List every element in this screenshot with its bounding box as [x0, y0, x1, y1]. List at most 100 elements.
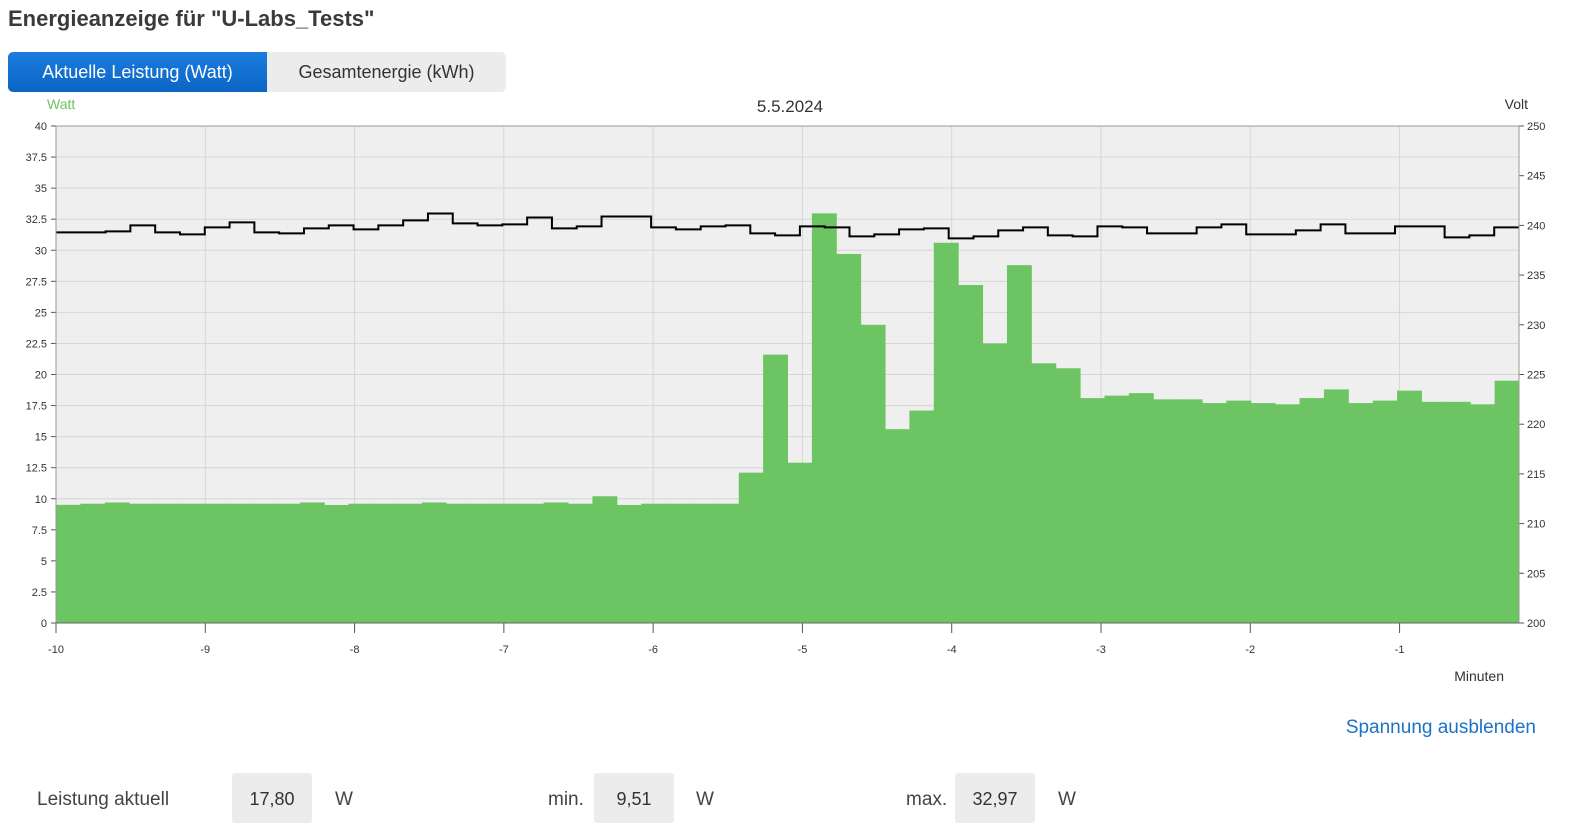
power-bar [811, 213, 837, 623]
x-tick-label: -8 [350, 644, 360, 656]
y-tick-label: 15 [35, 432, 47, 444]
power-bar [787, 462, 813, 623]
y-tick-label: 10 [35, 494, 47, 506]
power-bar [80, 503, 106, 623]
power-bar [616, 504, 642, 623]
voltage-line [56, 212, 1519, 240]
power-bar [494, 503, 520, 623]
x-tick-label: -3 [1096, 644, 1106, 656]
power-bar [299, 502, 325, 623]
power-bar [397, 503, 423, 623]
power-bar [104, 502, 130, 623]
x-tick-label: -6 [648, 644, 658, 656]
power-bar [1372, 400, 1398, 623]
power-bar [324, 504, 350, 623]
y-tick-label: 37.5 [26, 152, 47, 164]
axes: 0 2.5 5 7.5 10 12.5 15 17.5 20 22.5 25 27.5 30 32.5 35… [26, 121, 1546, 656]
power-bar [568, 503, 593, 623]
power-bar [763, 354, 788, 623]
y-tick-label: 17.5 [26, 401, 47, 413]
tab-current-power[interactable]: Aktuelle Leistung (Watt) [8, 52, 267, 92]
power-bar [738, 472, 764, 623]
y2-tick-label: 235 [1527, 270, 1545, 282]
hide-voltage-link[interactable]: Spannung ausblenden [1345, 717, 1536, 738]
power-bar [202, 503, 228, 623]
power-bar [641, 503, 667, 623]
power-bar [860, 324, 886, 623]
x-axis-label: Minuten [1454, 668, 1504, 684]
power-bar [470, 503, 496, 623]
power-bar [1299, 398, 1325, 623]
y2-tick-label: 220 [1527, 419, 1545, 431]
power-bar [1055, 368, 1081, 623]
max-power-unit: W [1058, 789, 1076, 810]
y-tick-label: 35 [35, 183, 47, 195]
y-tick-label: 32.5 [26, 214, 47, 226]
power-bar [1323, 389, 1349, 623]
power-bar [251, 503, 276, 623]
y2-tick-label: 245 [1527, 171, 1545, 183]
power-bar [129, 503, 155, 623]
power-bar [446, 503, 472, 623]
power-bar [372, 503, 398, 623]
power-bar [958, 285, 984, 623]
power-bar [275, 503, 301, 623]
y2-tick-label: 205 [1527, 568, 1545, 580]
y-tick-label: 27.5 [26, 276, 47, 288]
power-bar [1421, 401, 1447, 623]
power-bar [153, 503, 179, 623]
power-bar [543, 502, 569, 623]
y2-axis-label: Volt [1505, 96, 1528, 112]
power-bar [1275, 404, 1301, 623]
power-bar [982, 343, 1008, 623]
y-tick-label: 2.5 [32, 587, 47, 599]
power-bar [56, 504, 81, 623]
power-bar [933, 242, 959, 624]
tab-total-energy[interactable]: Gesamtenergie (kWh) [267, 52, 506, 92]
x-tick-label: -7 [499, 644, 509, 656]
tab-bar: Aktuelle Leistung (Watt) Gesamtenergie (… [8, 52, 506, 92]
power-bar [1445, 401, 1471, 623]
min-power-unit: W [696, 789, 714, 810]
y2-tick-label: 225 [1527, 370, 1545, 382]
chart-title: 5.5.2024 [757, 97, 823, 116]
y-tick-label: 25 [35, 307, 47, 319]
y-tick-label: 20 [35, 370, 47, 382]
y-tick-label: 40 [35, 121, 47, 133]
x-tick-label: -10 [48, 644, 64, 656]
power-bar [1104, 395, 1130, 623]
power-bar [1202, 403, 1227, 623]
max-power-value: 32,97 [955, 773, 1035, 823]
x-tick-label: -5 [798, 644, 808, 656]
power-chart: 0 2.5 5 7.5 10 12.5 15 17.5 20 22.5 25 27.5 30 32.5 35… [26, 96, 1546, 684]
power-bar [348, 503, 374, 623]
y-tick-label: 30 [35, 245, 47, 257]
y-tick-label: 5 [41, 556, 47, 568]
power-bar [689, 503, 715, 623]
page-title: Energieanzeige für "U-Labs_Tests" [8, 6, 375, 31]
x-tick-label: -2 [1245, 644, 1255, 656]
y-tick-label: 12.5 [26, 463, 47, 475]
current-power-value: 17,80 [232, 773, 312, 823]
x-tick-label: -1 [1395, 644, 1405, 656]
power-bar [665, 503, 691, 623]
power-bar [1031, 363, 1057, 623]
power-bar [1128, 393, 1154, 623]
power-bar [1153, 399, 1179, 623]
y2-tick-label: 240 [1527, 220, 1545, 232]
current-power-unit: W [335, 789, 353, 810]
y2-tick-label: 200 [1527, 618, 1545, 630]
y-axis-label: Watt [47, 96, 75, 112]
power-bar [519, 503, 545, 623]
power-bar [1470, 404, 1496, 623]
power-bar [1250, 403, 1276, 623]
power-bar [1226, 400, 1252, 623]
y-tick-label: 7.5 [32, 525, 47, 537]
power-bar [1080, 398, 1105, 623]
x-tick-label: -9 [200, 644, 210, 656]
min-power-label: min. [548, 789, 584, 810]
power-bar [836, 253, 862, 624]
power-bar [421, 502, 447, 623]
power-bar [714, 503, 740, 623]
power-bar [909, 410, 935, 623]
